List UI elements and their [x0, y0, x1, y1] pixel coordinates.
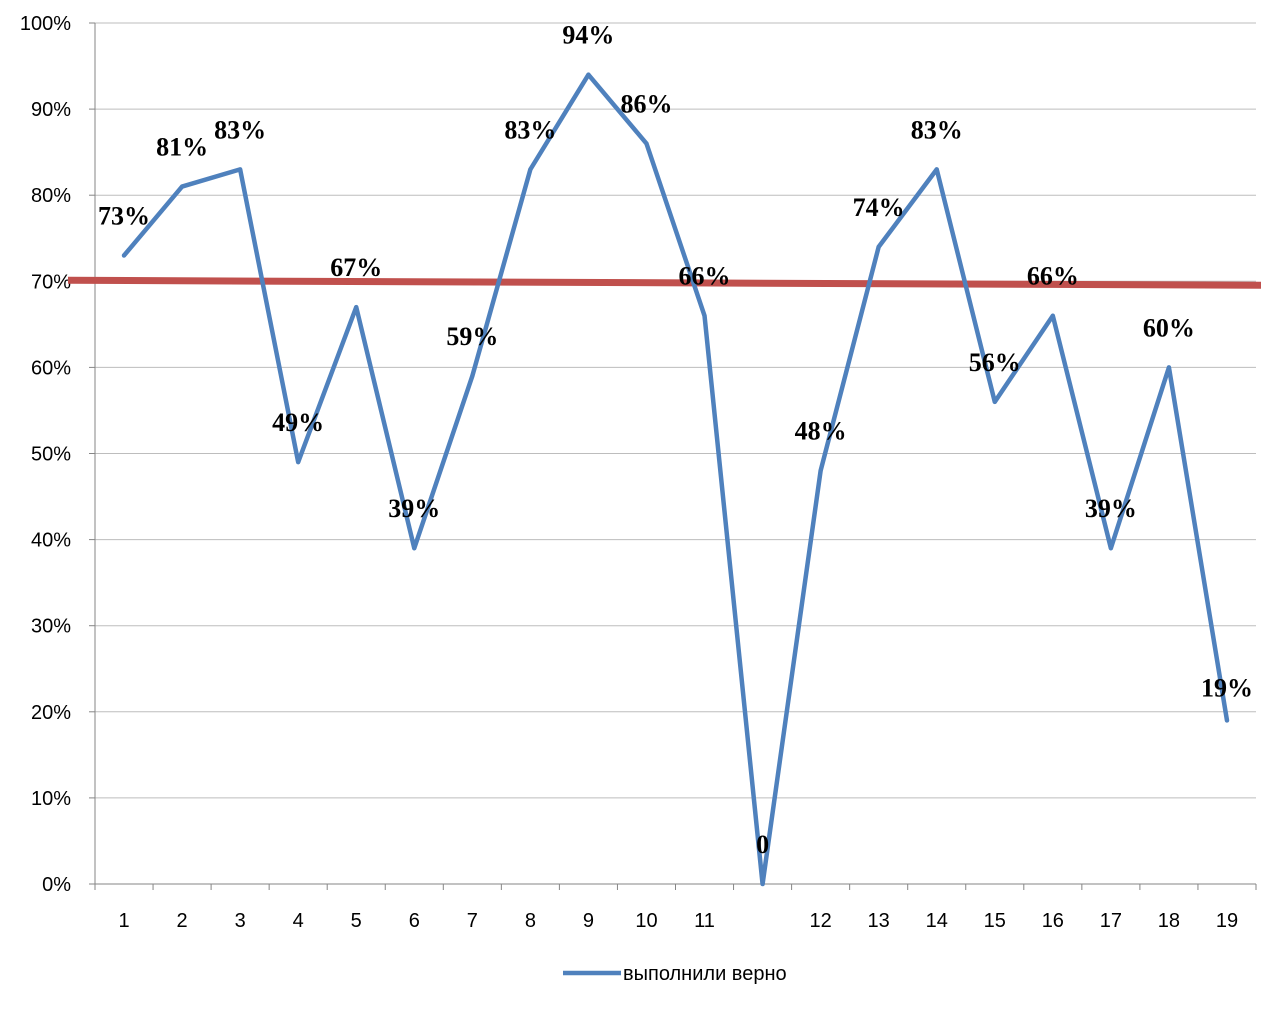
series-line: [121, 72, 1230, 887]
data-label: 73%: [98, 201, 150, 230]
data-point: [586, 72, 591, 77]
data-point: [1166, 365, 1171, 370]
data-point: [644, 141, 649, 146]
data-label: 81%: [156, 133, 208, 162]
data-point: [296, 460, 301, 465]
data-label: 56%: [969, 348, 1021, 377]
series-group: [121, 72, 1230, 887]
legend: выполнили верно: [563, 963, 787, 985]
data-point: [470, 374, 475, 379]
y-tick-label: 90%: [31, 99, 71, 121]
data-point: [238, 167, 243, 172]
y-tick-label: 100%: [20, 13, 71, 35]
x-tick-label: 9: [583, 910, 594, 932]
threshold-line-group: [67, 276, 1261, 289]
x-tick-label: 4: [293, 910, 304, 932]
x-tick-label: 8: [525, 910, 536, 932]
data-point: [934, 167, 939, 172]
data-label: 67%: [330, 253, 382, 282]
data-point: [412, 546, 417, 551]
data-label: 39%: [1085, 494, 1137, 523]
data-point: [702, 313, 707, 318]
data-point: [180, 184, 185, 189]
x-tick-label: 1: [118, 910, 129, 932]
y-tick-label: 50%: [31, 444, 71, 466]
data-point: [354, 305, 359, 310]
y-tick-label: 70%: [31, 271, 71, 293]
x-tick-label: 15: [984, 910, 1006, 932]
data-point: [818, 468, 823, 473]
x-tick-label: 19: [1216, 910, 1238, 932]
x-tick-label: 6: [409, 910, 420, 932]
data-labels: 73%81%83%49%67%39%59%83%94%86%66%048%74%…: [98, 21, 1253, 859]
x-tick-label: 5: [351, 910, 362, 932]
data-label: 83%: [504, 115, 556, 144]
data-point: [992, 399, 997, 404]
x-tick-label: 11: [694, 910, 715, 932]
x-tick-label: 12: [810, 910, 832, 932]
data-label: 83%: [214, 115, 266, 144]
data-point: [1224, 718, 1229, 723]
gridlines: [95, 22, 1256, 799]
data-label: 74%: [853, 193, 905, 222]
y-tick-label: 80%: [31, 185, 71, 207]
data-point: [1050, 313, 1055, 318]
data-label: 59%: [446, 322, 498, 351]
data-label: 39%: [388, 494, 440, 523]
y-tick-label: 20%: [31, 702, 71, 724]
data-label: 94%: [562, 21, 614, 50]
y-tick-label: 60%: [31, 357, 71, 379]
y-tick-label: 0%: [42, 874, 71, 896]
y-tick-label: 40%: [31, 530, 71, 552]
threshold-line: [67, 276, 1261, 289]
data-point: [876, 244, 881, 249]
x-tick-label: 14: [926, 910, 948, 932]
data-label: 0: [756, 830, 769, 859]
axes: 0%10%20%30%40%50%60%70%80%90%100%1 2 3 4 5 6 7…: [20, 13, 1257, 932]
data-point: [528, 167, 533, 172]
x-tick-label: 17: [1100, 910, 1122, 932]
data-label: 19%: [1201, 673, 1253, 702]
x-tick-label: 13: [868, 910, 890, 932]
data-label: 60%: [1143, 313, 1195, 342]
data-point: [760, 882, 765, 886]
data-label: 86%: [620, 90, 672, 119]
x-tick-label: 10: [635, 910, 657, 932]
x-tick-label: 7: [467, 910, 478, 932]
y-tick-label: 30%: [31, 616, 71, 638]
data-label: 49%: [272, 408, 324, 437]
data-point: [122, 253, 127, 258]
x-tick-label: 16: [1042, 910, 1064, 932]
data-label: 66%: [1027, 262, 1079, 291]
data-label: 83%: [911, 115, 963, 144]
x-tick-label: 3: [235, 910, 246, 932]
data-label: 66%: [679, 262, 731, 291]
data-point: [1108, 546, 1113, 551]
x-tick-label: 2: [177, 910, 188, 932]
y-tick-label: 10%: [31, 788, 71, 810]
x-tick-label: 18: [1158, 910, 1180, 932]
legend-label: выполнили верно: [623, 963, 787, 985]
data-label: 48%: [795, 417, 847, 446]
